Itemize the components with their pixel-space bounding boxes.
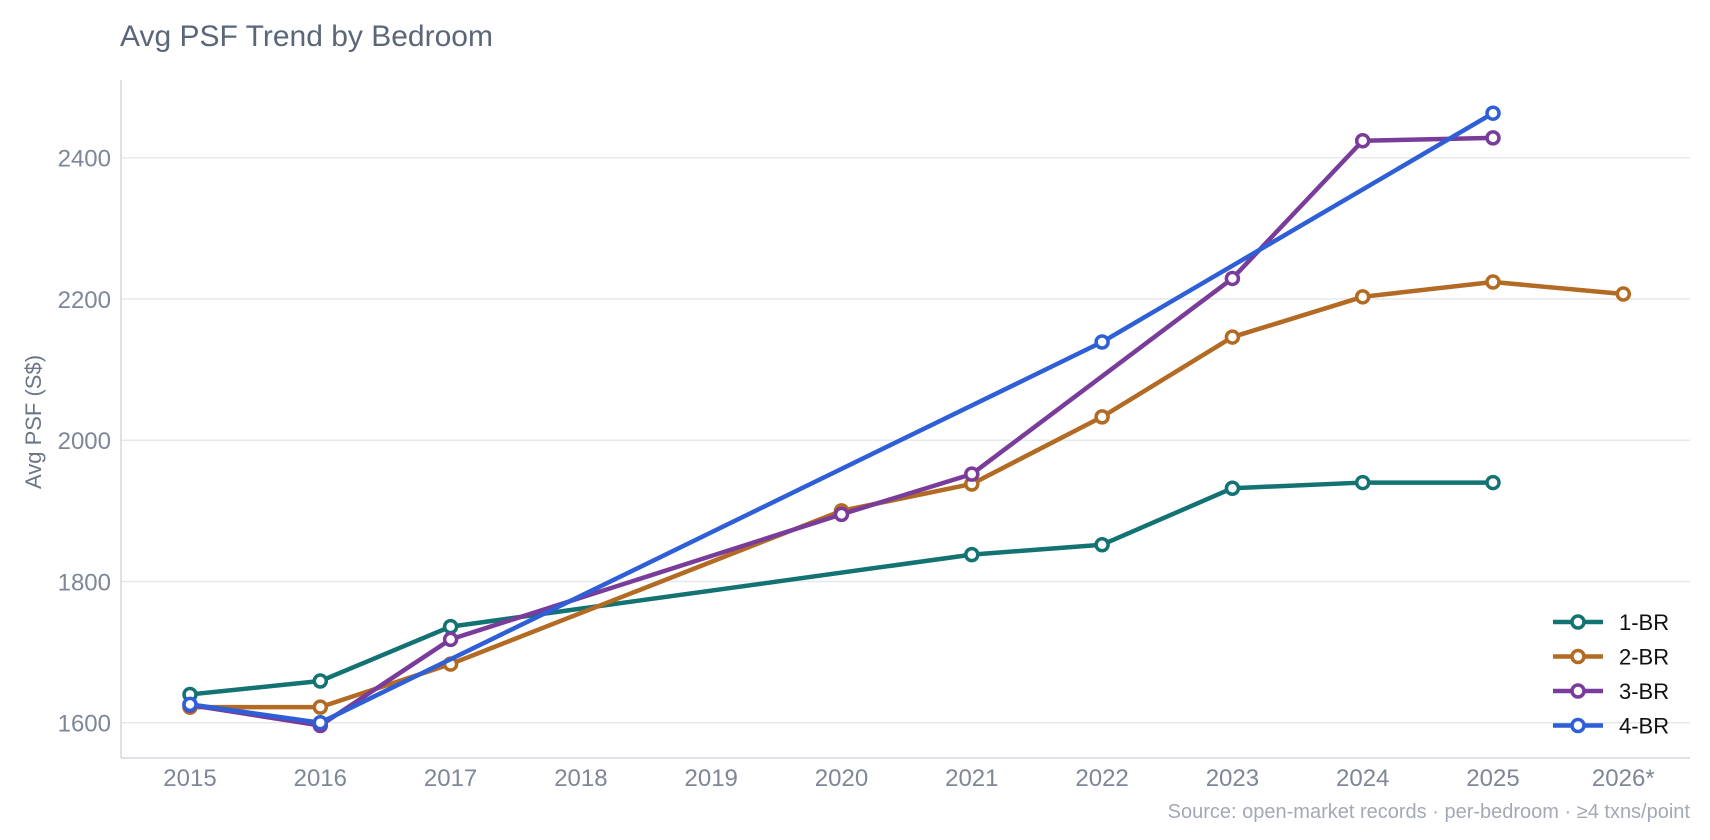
data-point [1354,132,1371,149]
legend-label: 3-BR [1619,679,1669,704]
legend-item: 2-BR [1553,645,1669,670]
legend-item: 3-BR [1553,679,1669,704]
data-point [964,546,980,563]
data-point [1354,474,1371,491]
source-note: Source: open-market records · per-bedroo… [1168,801,1691,823]
series-line [187,279,1626,710]
y-tick-label: 1600 [58,711,111,738]
series-1-br [182,474,1501,703]
data-point [1485,274,1501,290]
legend: 1-BR 2-BR 3-BR 4-BR [1553,610,1669,739]
series-3-br [182,130,1501,734]
data-point [1224,480,1241,496]
data-point [1224,329,1241,345]
legend-label: 2-BR [1619,645,1669,670]
data-point [182,696,198,713]
data-point [964,466,980,482]
legend-marker [1570,683,1586,699]
series-line [187,480,1496,697]
y-tick-label: 2200 [58,287,111,314]
x-tick-label: 2017 [424,765,477,792]
series-lines [182,105,1632,734]
series-4-br [182,105,1501,731]
legend-label: 1-BR [1619,610,1669,635]
data-point [312,714,329,731]
x-tick-label: 2020 [815,765,868,792]
data-point [312,673,329,689]
data-point [1485,105,1501,121]
x-tick-label: 2019 [685,765,738,792]
legend-item: 4-BR [1553,714,1669,739]
legend-marker [1570,717,1586,734]
data-point [1485,474,1501,491]
data-point [1094,334,1110,350]
legend-marker [1570,648,1586,665]
data-point [1354,289,1371,305]
legend-marker [1570,614,1586,630]
x-tick-label: 2026* [1592,765,1655,792]
y-tick-label: 2000 [58,428,111,455]
y-axis-label: Avg PSF (S$) [21,355,46,489]
y-tick-label: 2400 [58,146,111,173]
x-tick-label: 2018 [554,765,607,792]
x-tick-label: 2025 [1466,765,1519,792]
x-tick-label: 2015 [163,765,216,792]
x-tick-label: 2024 [1336,765,1389,792]
x-tick-label: 2016 [294,765,347,792]
y-tick-labels: 1600 1800 2000 2200 2400 [58,146,111,738]
data-point [442,631,459,648]
data-point [1094,409,1110,425]
data-point [1485,130,1501,146]
data-point [1224,270,1241,287]
chart-title: Avg PSF Trend by Bedroom [120,20,493,53]
data-point [312,699,329,715]
x-tick-labels: 2015 2016 2017 2018 2019 2020 2021 2022 2023 2024… [163,765,1654,792]
data-point [833,506,850,523]
data-point [1094,536,1110,553]
x-tick-label: 2021 [945,765,998,792]
legend-item: 1-BR [1553,610,1669,635]
data-point [442,618,459,635]
x-tick-label: 2022 [1075,765,1128,792]
data-point [1615,286,1632,302]
legend-label: 4-BR [1619,714,1669,739]
y-tick-label: 1800 [58,569,111,596]
series-line [187,110,1496,725]
x-tick-label: 2023 [1206,765,1259,792]
